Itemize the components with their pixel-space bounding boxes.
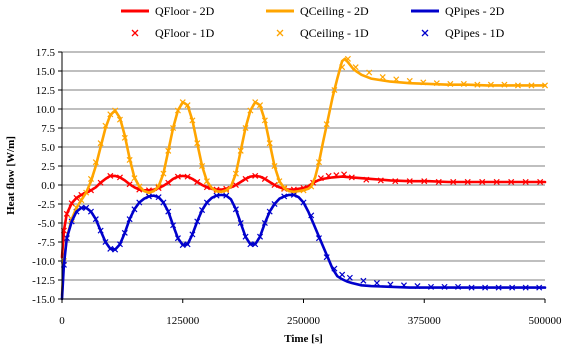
x-tick-label: 0 bbox=[59, 315, 65, 327]
series-qceiling-2d bbox=[60, 57, 547, 297]
y-tick-label: -15.0 bbox=[32, 294, 55, 306]
legend-entry-qfloor-2d: QFloor - 2D bbox=[121, 4, 215, 18]
legend-label: QFloor - 1D bbox=[155, 26, 215, 40]
axes bbox=[58, 51, 546, 303]
legend-swatch-marker bbox=[421, 29, 429, 37]
legend-entry-qfloor-1d: QFloor - 1D bbox=[131, 26, 215, 40]
x-axis-title: Time [s] bbox=[284, 333, 323, 345]
y-tick-label: 10.0 bbox=[36, 104, 56, 116]
series-marker-qpipes-1d bbox=[339, 271, 346, 278]
y-tick-label: 15.0 bbox=[36, 66, 56, 78]
legend-entry-qpipes-2d: QPipes - 2D bbox=[411, 4, 505, 18]
y-tick-label: -5.0 bbox=[38, 218, 56, 230]
y-axis-title: Heat flow [W/m] bbox=[5, 136, 17, 215]
legend-swatch-marker bbox=[276, 29, 284, 37]
legend-label: QCeiling - 1D bbox=[300, 26, 369, 40]
x-tick-label: 125000 bbox=[166, 315, 200, 327]
series-qceiling-1d bbox=[60, 55, 549, 265]
series-marker-qpipes-1d bbox=[373, 280, 380, 287]
series-line-qpipes-2d bbox=[60, 193, 547, 301]
series-qpipes-1d bbox=[60, 191, 543, 291]
series-qfloor-2d bbox=[60, 174, 547, 259]
x-tick-label: 375000 bbox=[408, 315, 442, 327]
y-tick-label: 5.0 bbox=[41, 142, 55, 154]
y-tick-label: 7.5 bbox=[41, 123, 55, 135]
legend-label: QFloor - 2D bbox=[155, 4, 215, 18]
x-tick-label: 500000 bbox=[529, 315, 562, 327]
series-marker-qpipes-1d bbox=[346, 274, 353, 281]
y-tick-label: -7.5 bbox=[38, 237, 56, 249]
series-marker-qceiling-1d bbox=[379, 74, 386, 81]
y-tick-label: -10.0 bbox=[32, 256, 55, 268]
legend-label: QPipes - 2D bbox=[445, 4, 505, 18]
y-tick-label: -12.5 bbox=[32, 275, 55, 287]
series-layer bbox=[60, 55, 549, 301]
series-line-qfloor-2d bbox=[60, 174, 547, 259]
legend: QFloor - 2D QCeiling - 2D QPipes - 2D QFloo… bbox=[121, 4, 505, 40]
y-tick-label: -2.5 bbox=[38, 199, 56, 211]
legend-entry-qpipes-1d: QPipes - 1D bbox=[421, 26, 505, 40]
legend-entry-qceiling-1d: QCeiling - 1D bbox=[276, 26, 369, 40]
x-tick-label: 250000 bbox=[287, 315, 321, 327]
legend-swatch-marker bbox=[131, 29, 139, 37]
tick-labels: -15.0 -12.5 -10.0 -7.5 -5.0 -2.5 0.0 2.5 5.0 7.5 1… bbox=[32, 47, 562, 327]
y-tick-label: 17.5 bbox=[36, 47, 56, 59]
y-tick-label: 12.5 bbox=[36, 85, 56, 97]
series-marker-qpipes-1d bbox=[360, 277, 367, 284]
series-qpipes-2d bbox=[60, 193, 547, 301]
series-line-qceiling-2d bbox=[60, 57, 547, 297]
legend-entry-qceiling-2d: QCeiling - 2D bbox=[266, 4, 369, 18]
series-marker-qceiling-1d bbox=[366, 69, 373, 76]
legend-label: QCeiling - 2D bbox=[300, 4, 369, 18]
legend-label: QPipes - 1D bbox=[445, 26, 505, 40]
y-tick-label: 0.0 bbox=[41, 180, 55, 192]
y-tick-label: 2.5 bbox=[41, 161, 55, 173]
gridlines bbox=[62, 51, 545, 300]
